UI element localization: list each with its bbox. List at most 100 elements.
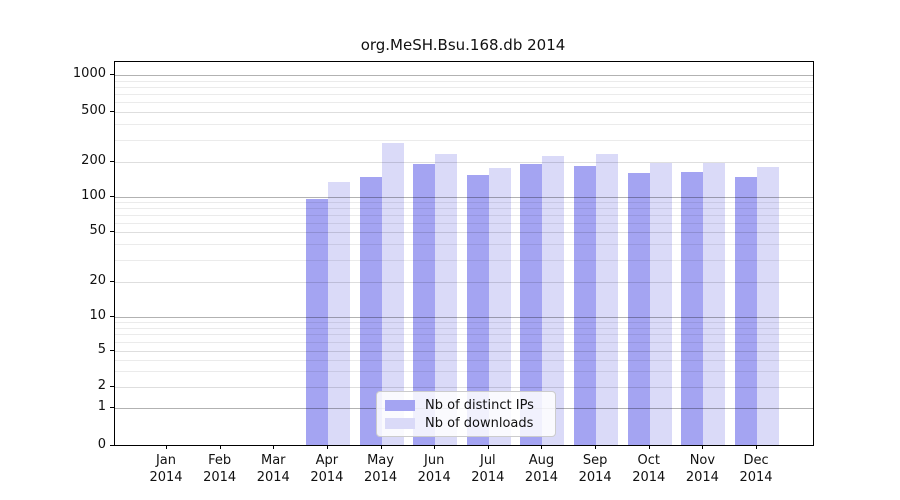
y-ticklabel-20: 20 <box>89 273 106 288</box>
bar-downloads-dec <box>757 167 780 445</box>
gridline-minor-80 <box>115 208 813 210</box>
bar-ips-nov <box>681 171 704 445</box>
bar-downloads-jul <box>488 167 511 445</box>
legend-swatch-distinct-ips <box>385 399 415 411</box>
bar-ips-oct <box>627 173 650 445</box>
y-tickmark-0 <box>110 445 114 446</box>
y-tickmark-100 <box>110 196 114 197</box>
x-tickmark-mar <box>273 445 275 449</box>
x-ticklabel-nov: Nov 2014 <box>685 453 719 485</box>
legend-label-distinct-ips: Nb of distinct IPs <box>425 397 534 413</box>
legend-item-distinct-ips: Nb of distinct IPs <box>385 398 547 413</box>
bar-downloads-aug <box>542 156 565 445</box>
gridline-minor-90 <box>115 202 813 204</box>
y-tickmark-200 <box>110 161 114 162</box>
gridline-major-2 <box>115 387 813 388</box>
gridline-minor-70 <box>115 215 813 216</box>
x-ticklabel-oct: Oct 2014 <box>632 453 666 485</box>
chart-title: org.MeSH.Bsu.168.db 2014 <box>360 36 566 54</box>
gridline-minor-9 <box>115 322 813 324</box>
y-tickmark-10 <box>110 316 114 317</box>
bar-downloads-may <box>381 142 404 445</box>
bar-ips-aug <box>520 164 543 445</box>
plot-area: Nb of distinct IPs Nb of downloads <box>114 61 814 446</box>
bar-downloads-nov <box>703 163 726 445</box>
gridline-minor-300 <box>115 139 813 141</box>
x-ticklabel-jul: Jul 2014 <box>471 453 505 485</box>
y-tickmark-20 <box>110 281 114 282</box>
x-ticklabel-feb: Feb 2014 <box>203 453 237 485</box>
x-tickmark-jul <box>487 445 489 449</box>
y-ticklabel-0: 0 <box>97 437 106 452</box>
legend: Nb of distinct IPs Nb of downloads <box>376 391 556 437</box>
bar-ips-jun <box>413 164 436 445</box>
gridline-minor-60 <box>115 222 813 224</box>
gridline-major-100 <box>115 197 813 198</box>
x-ticklabel-aug: Aug 2014 <box>524 453 559 485</box>
x-tickmark-aug <box>541 445 543 449</box>
bar-downloads-sep <box>596 154 619 445</box>
legend-label-downloads: Nb of downloads <box>425 415 534 431</box>
y-tickmark-50 <box>110 231 114 232</box>
gridline-minor-700 <box>115 94 813 96</box>
gridline-minor-8 <box>115 327 813 329</box>
x-ticklabel-dec: Dec 2014 <box>739 453 773 485</box>
gridline-minor-800 <box>115 86 813 88</box>
x-ticklabel-may: May 2014 <box>364 453 398 485</box>
y-ticklabel-2: 2 <box>97 378 106 393</box>
gridline-minor-600 <box>115 102 813 104</box>
y-ticklabel-200: 200 <box>81 153 106 168</box>
gridline-major-500 <box>115 112 813 113</box>
gridline-major-20 <box>115 282 813 283</box>
x-tickmark-apr <box>326 445 328 449</box>
gridline-minor-400 <box>115 124 813 126</box>
bar-downloads-apr <box>327 181 350 445</box>
gridline-minor-4 <box>115 359 813 361</box>
legend-swatch-downloads <box>385 417 415 429</box>
gridline-minor-30 <box>115 259 813 261</box>
y-tickmark-5 <box>110 350 114 351</box>
legend-item-downloads: Nb of downloads <box>385 416 547 431</box>
x-ticklabel-sep: Sep 2014 <box>578 453 612 485</box>
x-tickmark-oct <box>648 445 650 449</box>
y-ticklabel-5: 5 <box>97 342 106 357</box>
bar-ips-may <box>359 177 382 445</box>
y-tickmark-1 <box>110 407 114 408</box>
gridline-major-5 <box>115 351 813 352</box>
bar-ips-jul <box>466 174 489 445</box>
gridline-minor-900 <box>115 80 813 82</box>
x-tickmark-jun <box>434 445 436 449</box>
x-ticklabel-jun: Jun 2014 <box>417 453 451 485</box>
gridline-major-10 <box>115 317 813 318</box>
y-ticklabel-500: 500 <box>81 103 106 118</box>
x-tickmark-sep <box>595 445 597 449</box>
bar-ips-dec <box>735 177 758 445</box>
y-ticklabel-50: 50 <box>89 223 106 238</box>
x-tickmark-may <box>380 445 382 449</box>
gridline-major-50 <box>115 232 813 233</box>
x-tickmark-nov <box>702 445 704 449</box>
x-ticklabel-jan: Jan 2014 <box>149 453 183 485</box>
y-ticklabel-1000: 1000 <box>72 66 106 81</box>
gridline-minor-3 <box>115 371 813 373</box>
x-ticklabel-apr: Apr 2014 <box>310 453 344 485</box>
y-tickmark-500 <box>110 111 114 112</box>
bar-downloads-jun <box>435 154 458 445</box>
y-ticklabel-100: 100 <box>81 188 106 203</box>
x-tickmark-dec <box>756 445 758 449</box>
gridline-minor-40 <box>115 244 813 246</box>
y-tickmark-1000 <box>110 74 114 75</box>
gridline-minor-7 <box>115 334 813 336</box>
bar-ips-apr <box>305 198 328 445</box>
gridline-major-200 <box>115 162 813 163</box>
x-ticklabel-mar: Mar 2014 <box>256 453 290 485</box>
gridline-major-1000 <box>115 75 813 76</box>
bar-downloads-oct <box>649 162 672 445</box>
gridline-minor-6 <box>115 342 813 344</box>
x-tickmark-feb <box>219 445 221 449</box>
bar-ips-sep <box>574 165 597 445</box>
y-ticklabel-1: 1 <box>97 399 106 414</box>
y-ticklabel-10: 10 <box>89 308 106 323</box>
x-tickmark-jan <box>166 445 167 449</box>
